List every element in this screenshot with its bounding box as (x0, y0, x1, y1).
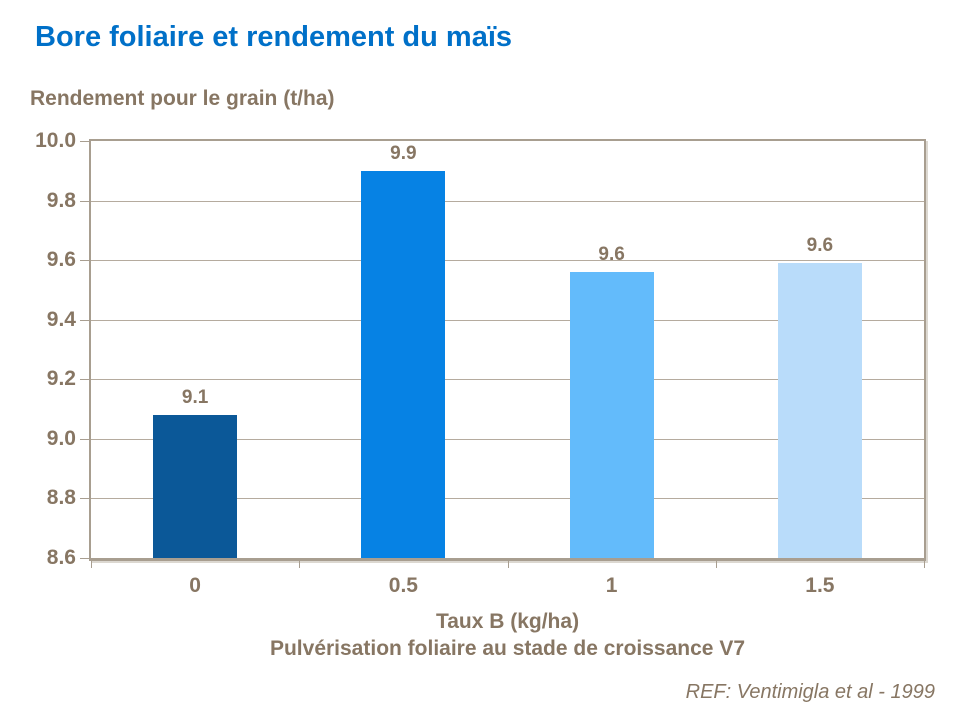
bar-value-label: 9.9 (390, 142, 417, 164)
gridline (91, 379, 924, 381)
bar-taux-1 (569, 272, 654, 558)
y-tick-label: 9.4 (46, 307, 76, 331)
x-tick-label: 0.5 (388, 574, 418, 597)
x-tick-label: 0 (189, 574, 201, 597)
y-tick-label: 10.0 (35, 129, 76, 152)
y-tick-label: 9.2 (46, 367, 76, 391)
y-tick-label: 8.6 (46, 546, 76, 569)
y-tick-mark (80, 438, 89, 440)
y-tick-mark (80, 200, 89, 202)
bar-taux-0 (153, 415, 238, 558)
x-tick-mark (91, 561, 92, 568)
bar-taux-0.5 (361, 170, 446, 558)
x-tick-label: 1.5 (805, 574, 835, 597)
y-tick-mark (80, 260, 89, 262)
gridline (91, 200, 924, 202)
x-tick-mark (507, 561, 509, 568)
x-tick-mark (715, 561, 717, 568)
x-tick-mark (924, 561, 925, 568)
gridline (91, 498, 924, 500)
y-tick-mark (80, 498, 89, 500)
x-tick-mark (299, 561, 301, 568)
bar-value-label: 9.6 (806, 235, 834, 257)
y-tick-label: 9.6 (46, 248, 76, 272)
y-tick-mark (80, 379, 89, 381)
x-tick-label: 1 (605, 574, 618, 597)
y-tick-label: 9.8 (46, 188, 76, 212)
y-tick-label: 9.0 (46, 426, 76, 450)
bar-value-label: 9.6 (598, 244, 625, 266)
gridline (91, 260, 924, 262)
x-axis-subtitle: Pulvérisation foliaire au stade de crois… (269, 637, 746, 660)
gridline (91, 319, 924, 321)
bar-taux-1.5 (777, 263, 862, 558)
gridline (91, 438, 924, 440)
bar-value-label: 9.1 (181, 387, 209, 409)
y-tick-mark (80, 319, 89, 321)
y-tick-mark (80, 558, 89, 559)
y-axis-title: Rendement pour le grain (t/ha) (30, 87, 335, 110)
chart-title: Bore foliaire et rendement du maïs (35, 21, 513, 53)
y-tick-mark (80, 141, 89, 142)
x-axis-title: Taux B (kg/ha) (435, 610, 580, 633)
plot-area: 9.1 9.9 9.6 9.6 (89, 139, 926, 561)
y-tick-label: 8.8 (46, 486, 76, 510)
reference-citation: REF: Ventimigla et al - 1999 (685, 681, 935, 703)
